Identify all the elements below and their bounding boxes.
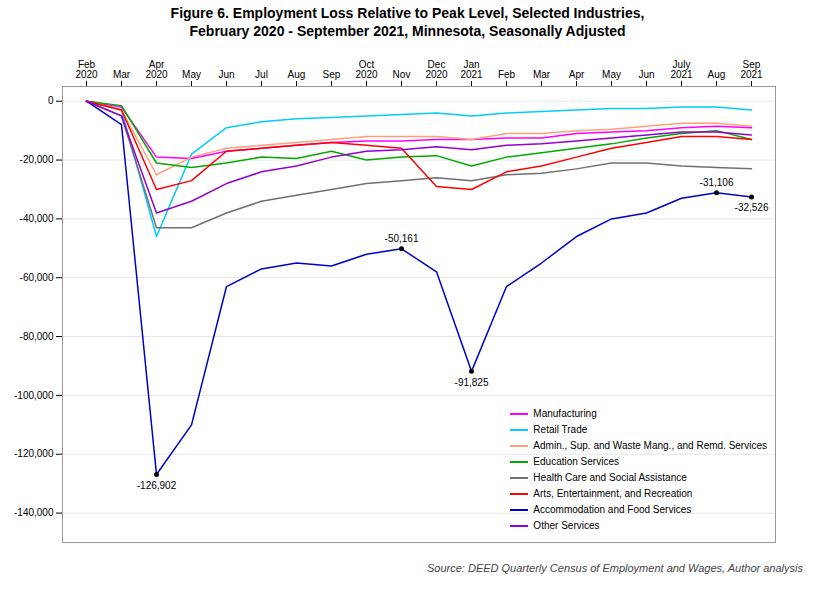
- svg-text:-80,000: -80,000: [20, 331, 54, 342]
- svg-text:-120,000: -120,000: [14, 449, 54, 460]
- svg-text:-126,902: -126,902: [137, 480, 177, 491]
- svg-text:Feb: Feb: [498, 69, 516, 80]
- svg-text:Aug: Aug: [708, 69, 726, 80]
- html-text:Admin., Sup. and Waste Mang.,: Admin., Sup. and Waste Mang., and Remd. …: [533, 440, 767, 452]
- svg-text:Apr2020: Apr2020: [145, 59, 168, 80]
- svg-text:-50,161: -50,161: [385, 233, 419, 244]
- svg-text:Nov: Nov: [393, 69, 411, 80]
- svg-text:-60,000: -60,000: [20, 272, 54, 283]
- html-text:Manufacturing: Manufacturing: [533, 408, 597, 420]
- html-text:Source: DEED Quarterly Census: Source: DEED Quarterly Census of Employm…: [427, 562, 803, 575]
- svg-text:Oct2020: Oct2020: [355, 59, 378, 80]
- svg-text:Jan2021: Jan2021: [460, 59, 483, 80]
- svg-text:-31,106: -31,106: [700, 177, 734, 188]
- html-text:Accommodation and Food Service: Accommodation and Food Services: [533, 504, 692, 516]
- svg-text:-40,000: -40,000: [20, 213, 54, 224]
- svg-text:Dec2020: Dec2020: [425, 59, 448, 80]
- svg-text:July2021: July2021: [670, 59, 693, 80]
- svg-text:-140,000: -140,000: [14, 508, 54, 519]
- svg-text:-100,000: -100,000: [14, 390, 54, 401]
- svg-text:Apr: Apr: [569, 69, 585, 80]
- svg-text:-20,000: -20,000: [20, 155, 54, 166]
- html-text:Arts, Entertainment, and Recre: Arts, Entertainment, and Recreation: [533, 488, 693, 500]
- svg-text:0: 0: [48, 96, 54, 107]
- svg-text:May: May: [182, 69, 201, 80]
- svg-text:Jul: Jul: [255, 69, 268, 80]
- svg-text:Aug: Aug: [288, 69, 306, 80]
- html-text:Health Care and Social Assista: Health Care and Social Assistance: [533, 472, 687, 484]
- svg-text:May: May: [602, 69, 621, 80]
- svg-text:Jun: Jun: [638, 69, 654, 80]
- html-text:Education Services: Education Services: [533, 456, 619, 468]
- svg-text:-91,825: -91,825: [455, 377, 489, 388]
- html-text:Other Services: Other Services: [533, 520, 600, 532]
- svg-text:Sep: Sep: [323, 69, 341, 80]
- html-text:Retail Trade: Retail Trade: [533, 424, 588, 436]
- svg-text:Mar: Mar: [533, 69, 551, 80]
- svg-text:Sep2021: Sep2021: [740, 59, 763, 80]
- svg-text:-32,526: -32,526: [735, 202, 769, 213]
- html-text:Figure 6. Employment Loss Rela: Figure 6. Employment Loss Relative to Pe…: [170, 5, 645, 40]
- svg-text:Jun: Jun: [218, 69, 234, 80]
- svg-text:Feb2020: Feb2020: [75, 59, 98, 80]
- svg-text:Mar: Mar: [113, 69, 131, 80]
